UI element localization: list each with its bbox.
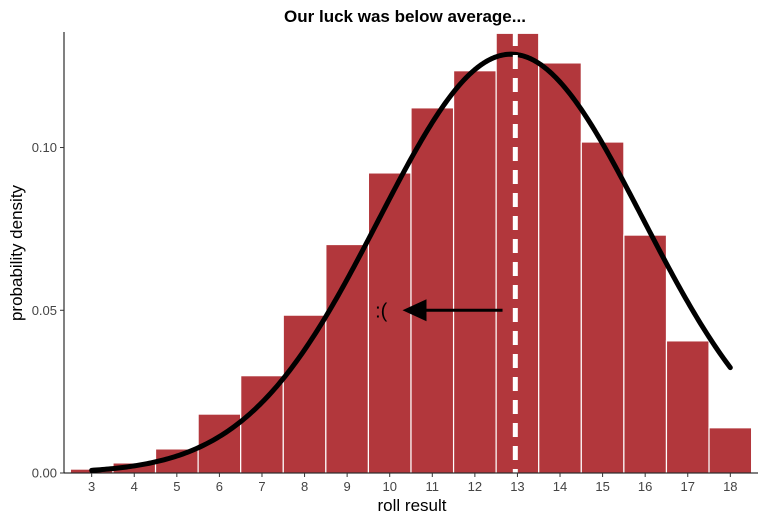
x-tick-label-11: 11 [426,479,440,494]
bar-16 [623,234,668,474]
bars-layer [69,32,753,474]
bar-11 [410,107,455,474]
x-tick-label-16: 16 [638,479,652,494]
bar-18 [708,427,753,474]
x-tick-label-18: 18 [723,479,737,494]
x-tick-label-9: 9 [344,479,351,494]
x-tick-label-14: 14 [553,479,567,494]
bar-12 [452,70,497,474]
x-tick-label-8: 8 [301,479,308,494]
x-tick-label-4: 4 [131,479,138,494]
x-tick-label-15: 15 [595,479,609,494]
x-tick-label-3: 3 [88,479,95,494]
curve-layer [89,51,733,473]
bar-15 [580,141,625,474]
y-tick-label-0.00: 0.00 [32,466,57,481]
density-curve [89,51,733,473]
x-axis-label: roll result [378,496,447,515]
annotation-layer: :( [375,299,503,322]
bar-8 [282,314,327,474]
chart-title: Our luck was below average... [284,7,526,26]
axes-layer: 3 4 5 6 7 8 9 10 11 12 13 14 15 16 17 18 0.00 0.05 0.10 [32,32,758,494]
y-axis-label: probability density [7,184,26,321]
y-tick-label-0.10: 0.10 [32,140,57,155]
x-tick-label-5: 5 [173,479,180,494]
bar-17 [665,340,710,474]
y-tick-label-0.05: 0.05 [32,303,57,318]
x-tick-label-10: 10 [382,479,396,494]
annotation-arrow-head [402,299,427,322]
x-tick-label-6: 6 [216,479,223,494]
bar-10 [367,172,412,474]
x-tick-label-7: 7 [258,479,265,494]
annotation-text: :( [375,300,388,322]
bar-14 [538,62,582,474]
bar-7 [240,375,284,474]
x-tick-label-12: 12 [468,479,482,494]
x-tick-label-17: 17 [681,479,695,494]
x-tick-label-13: 13 [510,479,524,494]
